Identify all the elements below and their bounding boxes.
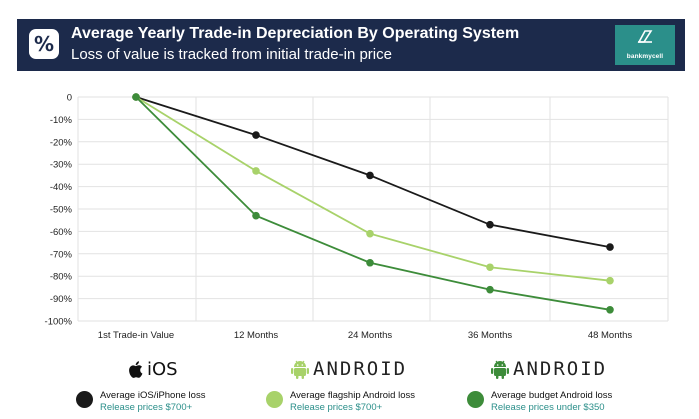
data-point [606,306,614,314]
y-tick-label: -50% [50,205,73,216]
logo-text: bankmycell [626,53,664,60]
data-point [252,167,260,175]
legend-dot-ios [76,391,93,408]
y-tick-label: -80% [50,272,73,283]
x-tick-label: 1st Trade-in Value [98,330,174,341]
legend-label: Average budget Android loss [491,390,613,401]
android-budget-text: ANDROID [513,358,608,380]
data-point [606,276,614,285]
data-point [366,229,374,238]
line-chart: 0 -10% -20% -30% -40% -50% -60% -70% -80% -90% -10… [45,93,669,341]
android-flagship-text: ANDROID [313,358,408,380]
legend-label: Average iOS/iPhone loss [100,390,206,401]
data-point [252,211,260,220]
apple-icon [129,361,143,378]
y-tick-label: -10% [50,115,73,126]
chart-title: Average Yearly Trade-in Depreciation By … [71,25,520,42]
x-tick-label: 24 Months [348,330,393,341]
y-tick-label: 0 [67,93,72,104]
data-point [366,258,374,267]
y-tick-label: -30% [50,160,73,171]
data-point [486,285,494,294]
android-budget-label: ANDROID [491,358,607,380]
bankmycell-logo: bankmycell [615,25,675,65]
legend-label: Average flagship Android loss [290,390,415,401]
ios-text: iOS [147,359,178,380]
y-tick-label: -40% [50,182,73,193]
y-tick-label: -70% [50,249,73,260]
y-tick-label: -90% [50,294,73,305]
data-point [606,243,614,251]
y-tick-label: -60% [50,227,73,238]
data-point [132,93,140,101]
android-robot-icon [491,360,509,379]
x-tick-label: 12 Months [234,330,279,341]
legend-dot-budget [467,391,484,408]
legend-note: Release prices under $350 [491,402,605,413]
percent-icon: % [29,29,59,59]
logo-mark-icon [637,30,653,43]
series-line-1 [135,96,611,282]
x-tick-label: 48 Months [588,330,633,341]
legend-note: Release prices $700+ [290,402,383,413]
data-point [366,171,374,180]
data-point [486,220,494,229]
chart-header: % Average Yearly Trade-in Depreciation B… [17,19,685,71]
series-line-2 [135,96,611,311]
legend-dot-flagship [266,391,283,408]
chart-subtitle: Loss of value is tracked from initial tr… [71,46,392,63]
data-point [486,263,494,272]
y-tick-label: -100% [45,317,73,328]
android-robot-icon [291,360,309,379]
ios-label: iOS [127,359,178,380]
legend-note: Release prices $700+ [100,402,193,413]
x-tick-label: 36 Months [468,330,513,341]
y-tick-label: -20% [50,137,73,148]
android-flagship-label: ANDROID [291,358,407,380]
data-point [252,131,260,139]
